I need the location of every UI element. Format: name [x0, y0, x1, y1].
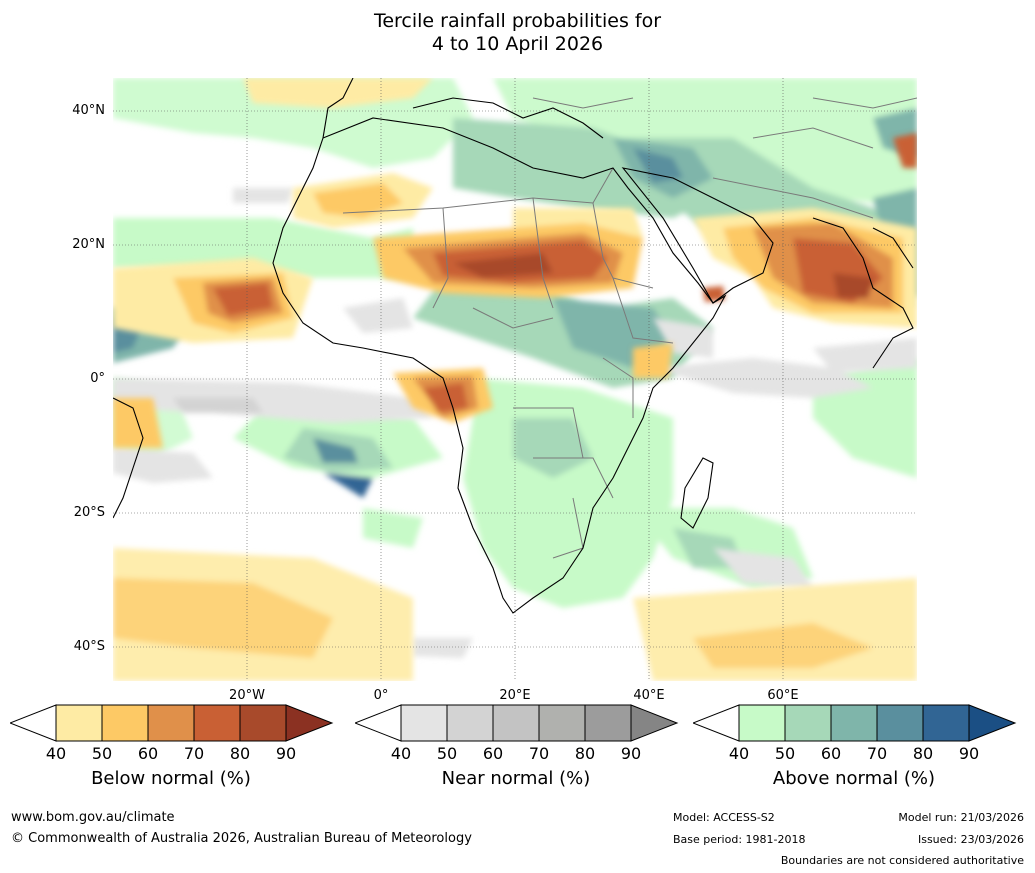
lon-label-40e: 40°E [633, 688, 665, 703]
colorbar-below-swatch-5 [239, 704, 287, 742]
colorbar-near-swatch-5 [584, 704, 632, 742]
colorbar-near-tick: 70 [528, 744, 550, 763]
colorbar-below-title: Below normal (%) [91, 768, 251, 789]
lat-label-20s: 20°S [73, 505, 105, 520]
below-normal-regions [113, 78, 917, 681]
colorbar-above-tick: 90 [958, 744, 980, 763]
colorbar-near-swatch-6 [630, 704, 679, 742]
lat-label-0: 0° [90, 371, 105, 386]
base-period: Base period: 1981-2018 [673, 833, 806, 846]
colorbar-below-tick: 60 [137, 744, 159, 763]
colorbar-above-swatch-0 [691, 704, 740, 742]
country-borders [342, 97, 917, 559]
colorbar-below-swatch-4 [193, 704, 241, 742]
colorbar-above-tick: 50 [774, 744, 796, 763]
colorbar-near-swatch-0 [353, 704, 402, 742]
colorbar-below-swatch-6 [285, 704, 334, 742]
graticule [113, 78, 917, 681]
lon-label-0: 0° [373, 688, 389, 703]
model-run-date: Model run: 21/03/2026 [898, 811, 1024, 824]
model-name: Model: ACCESS-S2 [673, 811, 775, 824]
colorbar-near-tick: 40 [390, 744, 412, 763]
colorbar-below-tick: 90 [275, 744, 297, 763]
colorbar-below-tick: 70 [183, 744, 205, 763]
lat-label-40s: 40°S [73, 639, 105, 654]
lon-label-20w: 20°W [229, 688, 265, 703]
colorbar-above-tick: 70 [866, 744, 888, 763]
colorbar-below-tick: 80 [229, 744, 251, 763]
above-normal-regions [113, 78, 917, 608]
colorbar-near-swatch-1 [400, 704, 448, 742]
colorbar-below-swatch-1 [55, 704, 103, 742]
copyright-text: © Commonwealth of Australia 2026, Austra… [11, 831, 472, 846]
colorbar-below-normal [8, 704, 334, 746]
colorbar-near-title: Near normal (%) [441, 768, 591, 789]
map-title: Tercile rainfall probabilities for 4 to … [0, 10, 1035, 56]
colorbar-above-tick: 40 [728, 744, 750, 763]
colorbar-below-tick: 40 [45, 744, 67, 763]
colorbar-below-swatch-0 [8, 704, 57, 742]
lon-label-20e: 20°E [499, 688, 531, 703]
colorbar-below-tick: 50 [91, 744, 113, 763]
colorbar-below-swatch-3 [147, 704, 195, 742]
near-normal-regions [113, 188, 917, 658]
colorbar-near-tick: 90 [620, 744, 642, 763]
colorbar-near-tick: 80 [574, 744, 596, 763]
colorbar-above-swatch-3 [830, 704, 878, 742]
coastlines [113, 78, 914, 614]
colorbar-near-swatch-3 [492, 704, 540, 742]
colorbar-near-swatch-2 [446, 704, 494, 742]
colorbar-near-tick: 50 [436, 744, 458, 763]
issued-date: Issued: 23/03/2026 [917, 833, 1024, 846]
lat-label-40n: 40°N [72, 103, 105, 118]
colorbar-above-title: Above normal (%) [772, 768, 936, 789]
colorbar-above-tick: 80 [912, 744, 934, 763]
colorbar-near-swatch-4 [538, 704, 586, 742]
colorbar-near-tick: 60 [482, 744, 504, 763]
boundaries-disclaimer: Boundaries are not considered authoritat… [780, 854, 1024, 867]
lat-label-20n: 20°N [72, 237, 105, 252]
colorbar-above-swatch-1 [738, 704, 786, 742]
colorbar-above-swatch-4 [876, 704, 924, 742]
colorbar-near-normal [353, 704, 679, 746]
map-title-line2: 4 to 10 April 2026 [431, 33, 604, 55]
colorbar-above-normal [691, 704, 1017, 746]
colorbar-above-swatch-5 [922, 704, 970, 742]
lon-label-60e: 60°E [767, 688, 799, 703]
colorbar-above-tick: 60 [820, 744, 842, 763]
bom-website-link[interactable]: www.bom.gov.au/climate [11, 810, 175, 825]
map-title-line1: Tercile rainfall probabilities for [373, 10, 662, 32]
colorbar-below-swatch-2 [101, 704, 149, 742]
rainfall-probability-map [113, 78, 917, 681]
colorbar-above-swatch-2 [784, 704, 832, 742]
colorbar-above-swatch-6 [968, 704, 1017, 742]
